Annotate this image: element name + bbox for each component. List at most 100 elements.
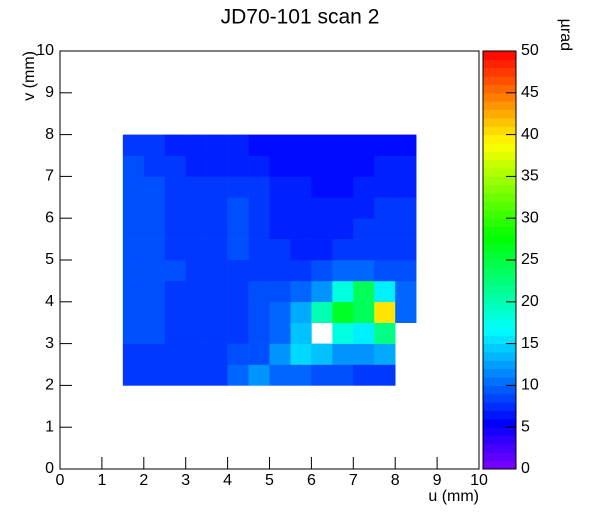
heatmap-cell: [122, 343, 145, 365]
colorbar-tick-label: 30: [521, 209, 539, 226]
heatmap-cell: [227, 155, 249, 177]
heatmap-cell: [395, 134, 417, 156]
heatmap-cell: [353, 322, 375, 344]
x-tick-label: 5: [265, 472, 274, 489]
heatmap-cell: [269, 197, 291, 219]
heatmap-cell: [332, 322, 354, 344]
heatmap-cell: [374, 155, 396, 177]
heatmap-cell: [332, 301, 354, 323]
colorbar-band: [483, 260, 516, 269]
colorbar-band: [483, 293, 516, 303]
colorbar-band: [483, 193, 516, 202]
heatmap-cell: [227, 176, 249, 198]
y-axis-label: v (mm): [21, 51, 38, 101]
heatmap-cell: [122, 322, 145, 344]
colorbar-band: [483, 393, 516, 403]
heatmap-cell: [206, 134, 228, 156]
heatmap-cell: [248, 176, 270, 198]
heatmap-cell: [164, 218, 186, 240]
heatmap-cell: [164, 134, 186, 156]
y-tick-label: 9: [45, 84, 54, 101]
x-axis-label: u (mm): [428, 488, 479, 505]
heatmap-cell: [143, 155, 166, 177]
heatmap-cell: [248, 155, 270, 177]
heatmap-cell: [332, 176, 354, 198]
heatmap-cell: [311, 155, 333, 177]
heatmap-cell: [290, 260, 312, 282]
heatmap-cell: [206, 239, 228, 261]
heatmap-cell: [248, 322, 270, 344]
heatmap-cell: [290, 364, 312, 386]
heatmap-cell: [353, 280, 375, 303]
heatmap-cell: [122, 134, 145, 156]
colorbar-tick-label: 0: [521, 460, 530, 477]
heatmap-cell: [269, 280, 291, 303]
heatmap-cell: [164, 260, 186, 282]
heatmap-cell: [143, 301, 166, 323]
colorbar-band: [483, 142, 516, 152]
y-tick-label: 5: [45, 251, 54, 268]
x-tick-label: 1: [97, 472, 106, 489]
colorbar-tick-label: 5: [521, 418, 530, 435]
heatmap-cell: [248, 301, 270, 323]
colorbar-band: [483, 184, 516, 194]
heatmap-cell: [206, 343, 228, 365]
heatmap-cell: [206, 218, 228, 240]
y-tick-label: 1: [45, 418, 54, 435]
heatmap-cell: [164, 364, 186, 386]
heatmap-cell: [269, 218, 291, 240]
heatmap-cell: [395, 301, 417, 323]
heatmap-cell: [143, 176, 166, 198]
heatmap-cell: [374, 364, 396, 386]
heatmap-cell: [227, 260, 249, 282]
colorbar-band: [483, 201, 516, 211]
heatmap-cell: [122, 364, 145, 386]
colorbar-band: [483, 318, 516, 328]
heatmap-cell: [374, 260, 396, 282]
colorbar-band: [483, 410, 516, 420]
colorbar-tick-label: 45: [521, 84, 539, 101]
heatmap-cell: [269, 155, 291, 177]
heatmap-cell: [185, 301, 207, 323]
colorbar-band: [483, 351, 516, 361]
heatmap-cell: [290, 197, 312, 219]
heatmap-cell: [164, 343, 186, 365]
heatmap-cell: [164, 155, 186, 177]
heatmap-cell: [311, 239, 333, 261]
heatmap-cell: [269, 364, 291, 386]
heatmap-cell: [206, 322, 228, 344]
heatmap-cell: [311, 260, 333, 282]
heatmap-cell: [143, 343, 166, 365]
heatmap-cell: [374, 280, 396, 303]
heatmap-cell: [395, 176, 417, 198]
heatmap-cell: [353, 134, 375, 156]
heatmap-cell: [395, 197, 417, 219]
heatmap-cell: [206, 260, 228, 282]
heatmap-cell: [332, 134, 354, 156]
colorbar-tick-label: 40: [521, 126, 539, 143]
heatmap-cell: [185, 134, 207, 156]
y-tick-label: 10: [36, 42, 54, 59]
heatmap-cell: [395, 239, 417, 261]
heatmap-cell: [248, 280, 270, 303]
colorbar-band: [483, 310, 516, 320]
colorbar-band: [483, 84, 516, 94]
heatmap-cell: [290, 322, 312, 344]
heatmap-cell: [164, 280, 186, 303]
colorbar-band: [483, 443, 516, 453]
colorbar-band: [483, 209, 516, 219]
heatmap-cell: [269, 322, 291, 344]
colorbar-band: [483, 360, 516, 370]
heatmap-cell: [248, 260, 270, 282]
heatmap-cell: [290, 301, 312, 323]
heatmap-cell: [353, 176, 375, 198]
x-tick-label: 7: [349, 472, 358, 489]
heatmap-cell: [248, 364, 270, 386]
colorbar-band: [483, 251, 516, 261]
colorbar-tick-label: 15: [521, 335, 539, 352]
colorbar-band: [483, 159, 516, 169]
heatmap-cell: [395, 280, 417, 303]
colorbar-band: [483, 59, 516, 69]
